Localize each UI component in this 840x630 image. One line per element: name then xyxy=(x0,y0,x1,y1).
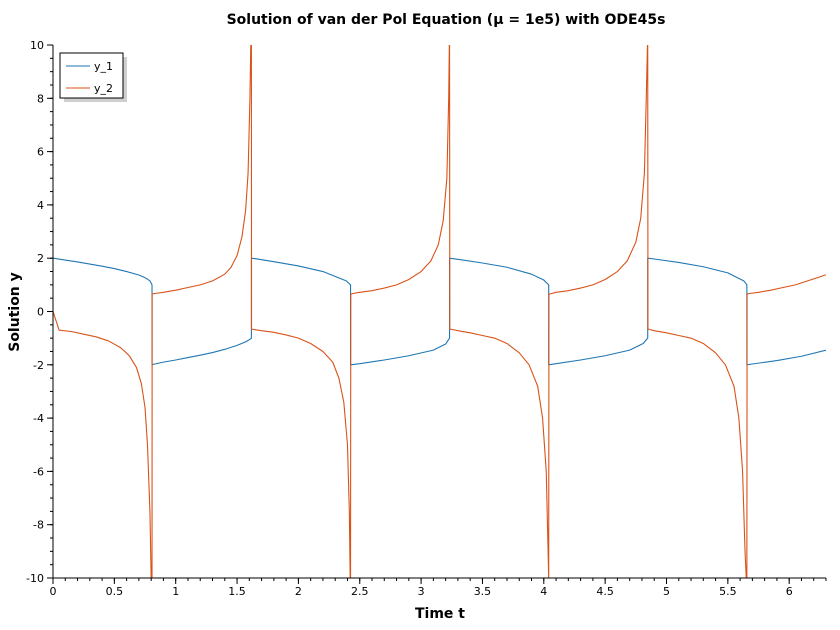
chart-title: Solution of van der Pol Equation (μ = 1e… xyxy=(227,12,666,28)
series-line-y-2 xyxy=(53,45,826,578)
legend-box xyxy=(59,52,124,99)
x-tick-label: 4 xyxy=(540,585,547,598)
x-tick-label: 4.5 xyxy=(596,585,614,598)
y-tick-label: 0 xyxy=(37,306,44,319)
y-tick-label: -10 xyxy=(26,572,44,585)
x-tick-label: 1.5 xyxy=(228,585,246,598)
y-tick-label: 2 xyxy=(37,252,44,265)
y-tick-label: -8 xyxy=(33,519,44,532)
y-tick-label: 8 xyxy=(37,92,44,105)
plot-area: -10 -8 -6 -4 -2 0 2 4 6 8 10 0 0.5 1 1.5 2 2.5 3 3.5 4 4.5 5 5… xyxy=(26,39,827,598)
y-tick-label: -2 xyxy=(33,359,44,372)
legend-label-y-2: y_2 xyxy=(94,82,113,95)
x-tick-label: 3 xyxy=(418,585,425,598)
x-tick-label: 2.5 xyxy=(351,585,369,598)
y-tick-label: 6 xyxy=(37,146,44,159)
y-tick-label: 4 xyxy=(37,199,44,212)
x-tick-label: 1 xyxy=(172,585,179,598)
x-tick-label: 3.5 xyxy=(474,585,492,598)
x-tick-label: 6 xyxy=(786,585,793,598)
y-tick-label: -6 xyxy=(33,465,44,478)
x-tick-label: 2 xyxy=(295,585,302,598)
y-tick-label: 10 xyxy=(30,39,44,52)
x-tick-label: 5.5 xyxy=(719,585,737,598)
legend: y_1 y_2 xyxy=(59,52,127,102)
x-tick-label: 0 xyxy=(50,585,57,598)
x-tick-label: 0.5 xyxy=(106,585,124,598)
y-tick-label: -4 xyxy=(33,412,44,425)
x-axis-title: Time t xyxy=(415,606,465,622)
x-tick-label: 5 xyxy=(663,585,670,598)
legend-label-y-1: y_1 xyxy=(94,60,113,73)
y-axis-title: Solution y xyxy=(7,272,23,352)
